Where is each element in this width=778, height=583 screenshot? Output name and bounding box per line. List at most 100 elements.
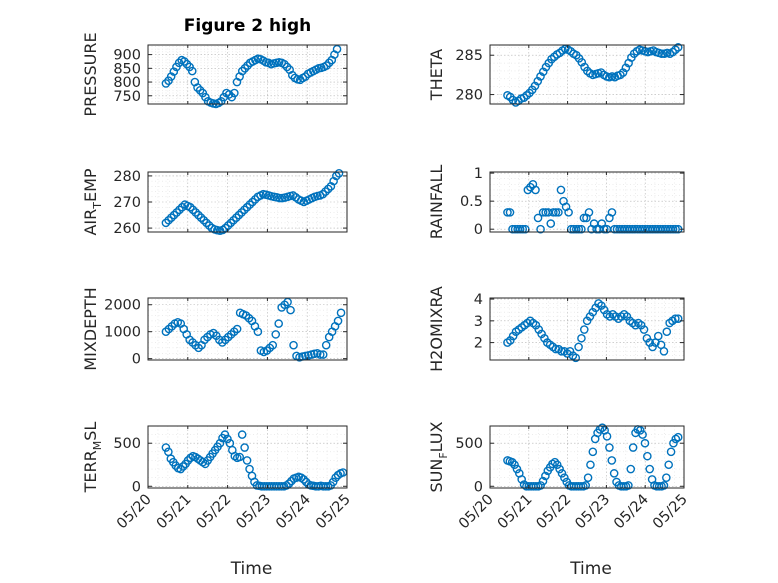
data-point [640,438,650,448]
data-point [245,200,255,209]
axes-frame [489,44,685,105]
data-point [182,59,192,69]
data-point [185,202,195,212]
data-point [191,208,200,217]
data-point [657,49,666,58]
data-point [628,443,638,452]
data-point [315,350,325,359]
subplot-sun: 0 500 SUNFLUX [427,421,685,495]
data-point [588,447,598,457]
data-point [328,477,338,487]
data-point [635,426,645,435]
data-point [287,70,297,80]
y-tick-label: 0 [132,479,141,495]
x-tick-label: 05/22 [534,492,575,533]
data-point [167,213,176,222]
y-tick-label: 500 [113,436,141,452]
axes-frame [147,44,348,105]
subplot-h2omixra: 2 3 4 H2OMIXRA [427,286,685,372]
data-point [576,481,586,491]
subplot-air: 260 270 280 AIRTEMP [81,168,348,237]
y-tick-label: 750 [113,89,141,105]
data-point [579,213,589,223]
data-point [673,432,683,442]
data-point [175,205,184,215]
data-point [577,333,586,343]
data-point [321,340,331,350]
y-axis-label: THETA [427,49,446,101]
data-point [584,208,594,217]
x-axis-label: Time [569,559,612,579]
data-point [515,224,525,234]
data-point [619,481,628,491]
data-point [574,342,583,352]
data-point [668,224,678,234]
axes-frame [489,297,685,361]
x-tick-label: 05/25 [650,492,691,533]
data-point [176,464,185,474]
data-point [174,58,184,68]
data-point [517,475,526,484]
x-axis-label: Time [230,559,273,579]
data-point [538,476,548,486]
data-point [220,430,230,439]
data-point [226,218,236,228]
data-point [505,208,515,217]
y-tick-label: 270 [113,195,141,211]
data-point [531,481,541,491]
data-point [583,473,593,482]
data-point [645,464,655,474]
data-point [653,331,663,341]
data-point [618,68,628,77]
data-point [215,438,225,448]
x-tick-label: 05/21 [495,492,536,533]
y-tick-label: 260 [113,221,141,237]
data-point [331,473,340,482]
data-point [666,447,676,457]
data-point [560,473,569,482]
data-point [280,59,289,69]
data-point [554,208,563,217]
data-point [242,202,252,212]
data-point [323,184,333,194]
data-point [282,62,292,72]
data-point [237,430,247,439]
y-tick-label: 0 [474,479,483,495]
data-point [664,460,673,470]
data-point [243,61,252,70]
axes-frame [147,425,348,489]
data-point [546,219,556,228]
data-point [536,224,545,234]
plot-area [148,45,347,104]
data-point [230,88,239,98]
y-tick-label: 2 [474,336,483,352]
y-axis-label: SUNFLUX [427,421,450,492]
data-point [202,218,211,228]
data-point [581,481,591,490]
data-point [277,481,286,491]
data-point [235,452,245,462]
x-tick-label: 05/24 [611,492,652,533]
data-point [164,215,173,225]
data-point [602,432,612,441]
y-tick-label: 0 [132,352,141,368]
data-point [161,443,171,452]
y-axis-label: RAINFALL [427,165,446,240]
data-point [671,224,680,234]
data-point [240,443,249,452]
data-point [318,350,328,359]
data-point [194,210,203,220]
data-point [551,208,561,217]
data-point [318,189,328,199]
data-point [574,224,584,234]
data-point [550,457,560,467]
data-point [557,346,566,356]
data-point [556,185,566,195]
data-point [654,481,664,491]
data-point [621,63,631,73]
data-point [289,340,298,350]
data-point [639,325,649,334]
